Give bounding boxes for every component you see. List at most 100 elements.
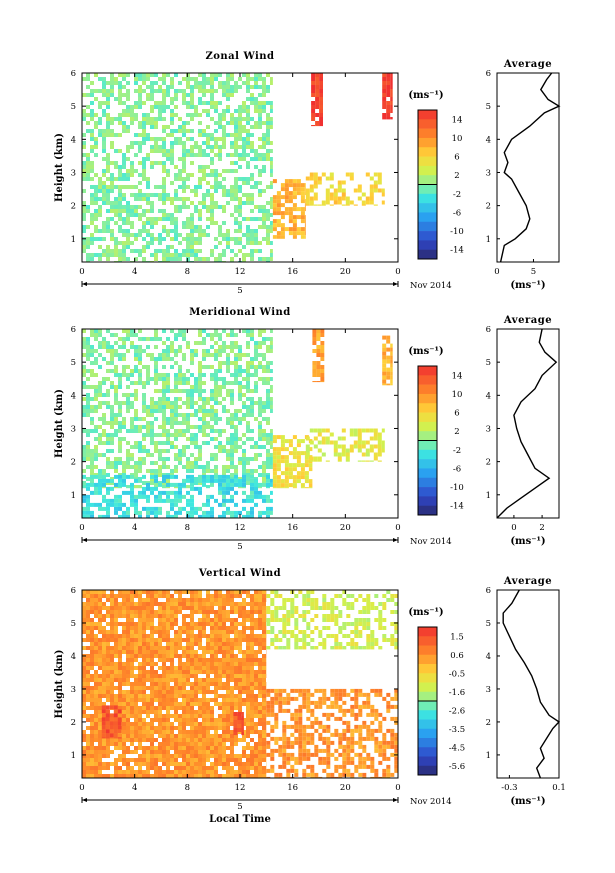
heatmap-cell [94,89,98,93]
heatmap-cell [238,205,242,209]
heatmap-cell [218,229,222,233]
heatmap-cell [146,425,150,429]
heatmap-cell [102,157,106,161]
heatmap-cell [166,401,170,405]
heatmap-cell [270,181,273,185]
heatmap-cell [154,249,158,253]
heatmap-cell [130,381,134,385]
heatmap-cell [134,369,138,373]
heatmap-cell [134,197,138,201]
heatmap-cell [254,77,258,81]
heatmap-cell [210,646,214,650]
y-tick-label: 2 [71,458,76,468]
heatmap-cell [82,177,86,181]
heatmap-cell [246,481,250,485]
heatmap-cell [94,333,98,337]
heatmap-cell [230,742,234,746]
heatmap-cell [138,610,142,614]
heatmap-cell [242,141,246,145]
heatmap-cell [162,722,166,726]
heatmap-cell [106,97,110,101]
heatmap-cell [98,622,102,626]
x-tick-label: 8 [185,523,190,533]
heatmap-cell [214,357,218,361]
heatmap-cell [174,766,178,770]
heatmap-cell [166,658,170,662]
heatmap-cell [218,502,222,507]
heatmap-cell [142,674,146,678]
heatmap-cell [230,710,234,714]
heatmap-cell [202,774,206,778]
heatmap-cell [198,341,202,345]
heatmap-cell [178,722,182,726]
heatmap-cell [186,606,190,610]
heatmap-cell [94,405,98,409]
heatmap-cell [122,329,126,333]
heatmap-cell [150,337,154,341]
heatmap-region [82,73,273,262]
heatmap-cell [218,590,222,594]
heatmap-cell [130,225,134,229]
heatmap-cell [102,89,106,93]
heatmap-cell [382,363,387,368]
heatmap-cell [174,413,178,417]
heatmap-cell [194,686,198,690]
heatmap-cell [262,381,266,385]
heatmap-cell [142,506,146,511]
heatmap-cell [210,766,214,770]
heatmap-cell [166,249,170,253]
heatmap-cell [130,650,134,654]
heatmap-cell [246,409,250,413]
heatmap-cell [206,746,210,750]
heatmap-cell [258,205,262,209]
heatmap-cell [222,606,226,610]
heatmap-cell [194,113,198,117]
heatmap-cell [162,145,166,149]
heatmap-cell [198,634,202,638]
heatmap-cell [138,710,142,714]
heatmap-cell [341,188,346,193]
heatmap-cell [86,169,90,173]
heatmap-cell [118,590,122,594]
heatmap-cell [386,113,391,117]
heatmap-cell [106,197,110,201]
heatmap-cell [198,686,202,690]
average-title: Average [503,315,552,326]
heatmap-cell [138,762,142,766]
colorbar-segment [418,128,437,139]
heatmap-cell [296,475,301,480]
heatmap-cell [138,149,142,153]
heatmap-cell [110,253,114,257]
heatmap-cell [142,81,146,85]
heatmap-cell [94,766,98,770]
heatmap-cell [106,245,110,249]
heatmap-cell [190,766,194,770]
heatmap-cell [319,125,323,127]
heatmap-cell [142,658,146,662]
heatmap-cell [386,375,391,380]
heatmap-cell [202,734,206,738]
heatmap-cell [162,662,166,666]
heatmap-cell [98,614,102,618]
heatmap-cell [316,337,321,341]
heatmap-cell [369,448,374,453]
heatmap-cell [284,471,289,476]
heatmap-cell [98,746,102,750]
heatmap-cell [138,417,142,421]
heatmap-cell [258,401,262,405]
heatmap-cell [106,401,110,405]
heatmap-cell [238,117,242,121]
heatmap-cell [134,750,138,754]
heatmap-cell [186,381,190,385]
heatmap-cell [202,678,206,682]
heatmap-cell [270,506,273,511]
heatmap-cell [254,97,258,101]
heatmap-cell [186,341,190,345]
heatmap-cell [118,229,122,233]
heatmap-cell [270,349,273,353]
heatmap-cell [210,417,214,421]
heatmap-cell [102,602,106,606]
heatmap-cell [369,436,374,441]
heatmap-cell [178,662,182,666]
colorbar-segment [418,240,437,250]
